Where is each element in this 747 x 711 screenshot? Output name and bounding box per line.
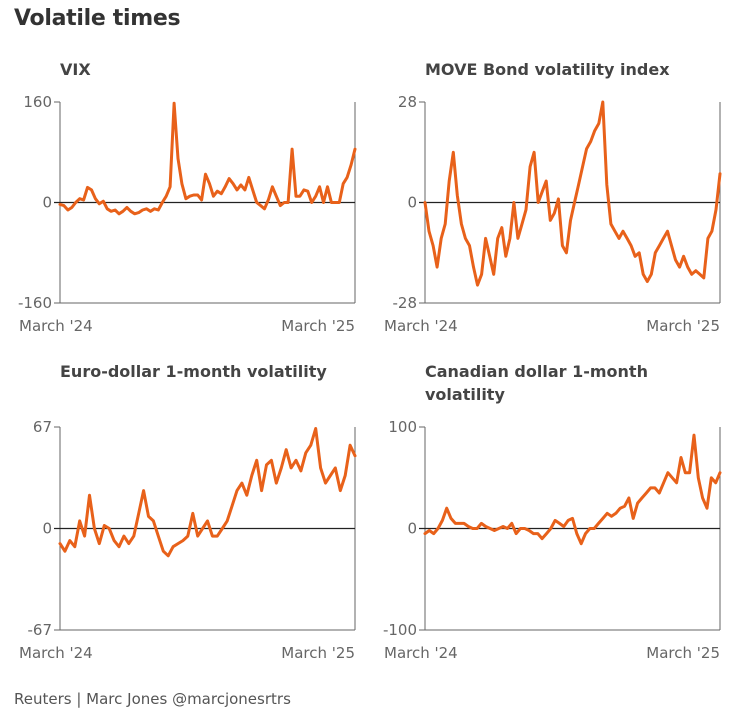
- source-credit: Reuters | Marc Jones @marcjonesrtrs: [14, 690, 291, 708]
- x-tick-label: March '24: [384, 317, 458, 335]
- eurusd-panel: 67 0 -67 March '24 March '25: [19, 418, 357, 662]
- move-panel: 28 0 -28 March '24 March '25: [384, 93, 722, 335]
- y-tick-label: 0: [42, 520, 52, 538]
- series-line: [58, 101, 357, 216]
- panel-title-move: MOVE Bond volatility index: [425, 60, 670, 79]
- panel-title-eurusd: Euro-dollar 1-month volatility: [60, 362, 327, 381]
- y-tick-label: 0: [42, 194, 52, 212]
- usdcad-panel: 100 0 -100 March '24 March '25: [383, 418, 722, 662]
- y-tick-label: 0: [407, 194, 417, 212]
- x-tick-label: March '25: [281, 317, 355, 335]
- series-line: [423, 433, 722, 546]
- x-tick-label: March '25: [281, 644, 355, 662]
- x-tick-label: March '25: [646, 644, 720, 662]
- panel-title-usdcad: Canadian dollar 1-month volatility: [425, 362, 648, 404]
- y-tick-label: 100: [388, 418, 417, 436]
- y-tick-label: -67: [28, 621, 53, 639]
- y-tick-label: -28: [393, 294, 418, 312]
- y-tick-label: 67: [33, 418, 52, 436]
- panel-title-vix: VIX: [60, 60, 91, 79]
- x-tick-label: March '24: [384, 644, 458, 662]
- y-tick-label: 160: [23, 93, 52, 111]
- x-tick-label: March '25: [646, 317, 720, 335]
- page-title: Volatile times: [14, 6, 181, 31]
- y-tick-label: 28: [398, 93, 417, 111]
- x-tick-label: March '24: [19, 317, 93, 335]
- series-line: [423, 100, 722, 287]
- x-tick-label: March '24: [19, 644, 93, 662]
- y-tick-label: -100: [383, 621, 417, 639]
- y-tick-label: 0: [407, 520, 417, 538]
- series-line: [58, 427, 357, 558]
- y-tick-label: -160: [18, 294, 52, 312]
- vix-panel: 160 0 -160 March '24 March '25: [18, 93, 357, 335]
